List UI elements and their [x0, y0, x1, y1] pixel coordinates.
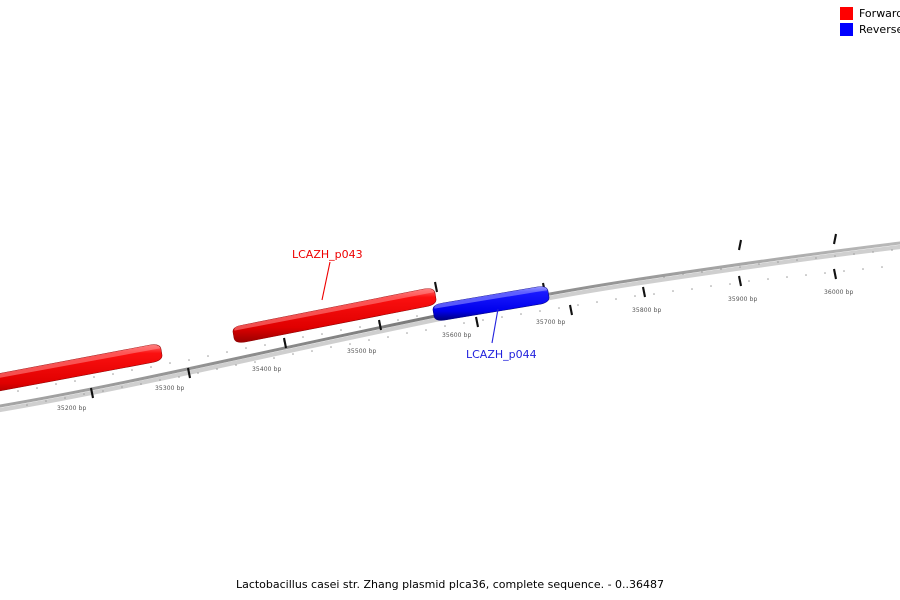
legend-item-reverse[interactable]: Reverse — [840, 23, 900, 36]
bp-tick-label: 35900 bp — [728, 296, 758, 303]
bp-tick-label: 35500 bp — [347, 348, 377, 355]
feature-label-LCAZH_p044[interactable]: LCAZH_p044 — [466, 348, 537, 361]
gene-highlight — [0, 344, 161, 378]
reverse-color-swatch-icon — [840, 23, 853, 36]
legend: Forward Reverse — [840, 7, 900, 36]
leader-line-LCAZH_p044 — [491, 308, 499, 344]
gene-highlight — [434, 286, 548, 309]
bp-tick-label: 35600 bp — [442, 332, 472, 339]
legend-label-reverse: Reverse — [859, 23, 900, 36]
leader-line-LCAZH_p043 — [321, 261, 331, 301]
legend-label-forward: Forward — [859, 7, 900, 20]
track-caption: Lactobacillus casei str. Zhang plasmid p… — [235, 578, 665, 591]
backbone-shadow — [0, 244, 900, 413]
bp-tick-label: 35800 bp — [632, 307, 662, 314]
major-ticks — [89, 233, 838, 399]
gene-highlight — [234, 288, 435, 331]
gene-feature-LCAZH_p044[interactable] — [432, 286, 550, 321]
bp-tick-label: 35400 bp — [252, 366, 282, 373]
minor-ticks-upper — [17, 249, 893, 392]
forward-color-swatch-icon — [840, 7, 853, 20]
gene-body — [232, 288, 437, 343]
gene-feature-LCAZH_p043[interactable] — [232, 288, 437, 343]
bp-tick-label: 35700 bp — [536, 319, 566, 326]
gene-feature-forward-left[interactable] — [0, 344, 163, 398]
bp-tick-label: 35300 bp — [155, 385, 185, 392]
feature-label-LCAZH_p043[interactable]: LCAZH_p043 — [292, 248, 363, 261]
gene-body — [432, 286, 550, 321]
legend-item-forward[interactable]: Forward — [840, 7, 900, 20]
minor-ticks-lower — [26, 266, 883, 406]
gene-body — [0, 344, 163, 392]
backbone-axis — [0, 241, 900, 413]
bp-tick-label: 36000 bp — [824, 289, 854, 296]
bp-tick-label: 35200 bp — [57, 405, 87, 412]
